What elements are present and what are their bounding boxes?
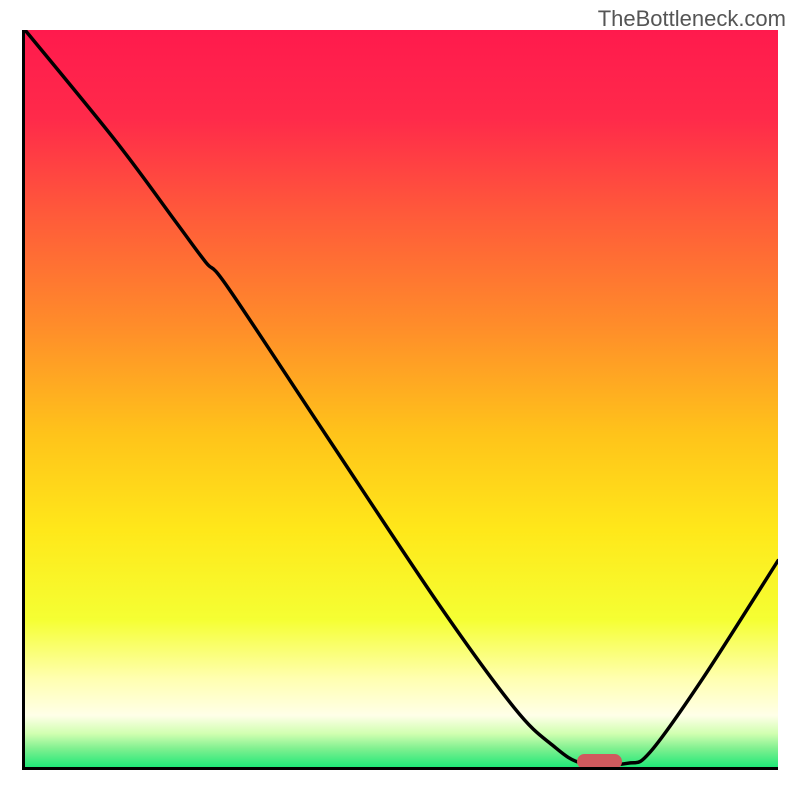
plot-area xyxy=(22,30,778,770)
optimal-marker xyxy=(577,754,622,769)
chart-container: TheBottleneck.com xyxy=(0,0,800,800)
bottleneck-curve xyxy=(25,30,778,767)
watermark-text: TheBottleneck.com xyxy=(598,6,786,32)
